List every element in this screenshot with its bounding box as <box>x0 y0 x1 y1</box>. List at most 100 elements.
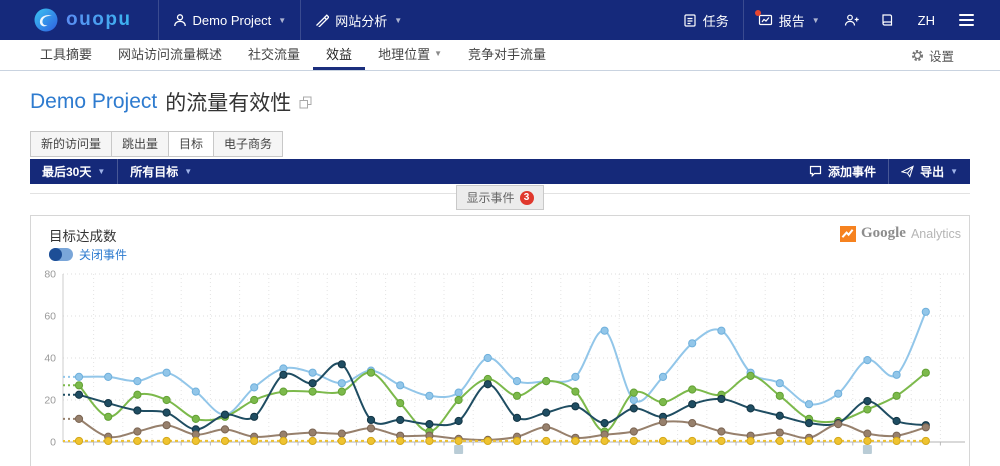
metric-chip[interactable]: 跳出量 <box>111 131 169 157</box>
chart-title: 目标达成数 <box>49 225 117 245</box>
report-tabbar: 工具摘要网站访问流量概述社交流量效益地理位置▼竞争对手流量 设置 <box>0 40 1000 71</box>
add-event-button[interactable]: 添加事件 <box>797 159 888 184</box>
tab-item[interactable]: 工具摘要 <box>27 40 105 70</box>
brand-logo[interactable]: ouopu <box>33 0 158 40</box>
events-row: 显示事件 3 <box>30 184 970 214</box>
brand-wordmark: ouopu <box>66 9 132 31</box>
gear-icon <box>911 49 924 62</box>
x-axis-label: 3月8. <box>328 462 356 466</box>
chevron-down-icon: ▼ <box>950 167 958 176</box>
notification-dot <box>755 10 761 16</box>
tab-item[interactable]: 效益 <box>313 40 365 70</box>
language-switcher[interactable]: ZH <box>904 0 949 40</box>
svg-text:40: 40 <box>44 353 56 365</box>
x-axis-label: 3月15. <box>529 462 561 466</box>
svg-text:80: 80 <box>44 269 56 281</box>
x-axis-label: 3月2. <box>153 462 181 466</box>
reports-label: 报告 <box>779 11 805 30</box>
x-axis-label: 3月21. <box>704 462 736 466</box>
x-axis-label: 3月13. <box>470 462 502 466</box>
project-name-link[interactable]: Demo Project <box>30 90 157 114</box>
main-menu-button[interactable] <box>949 0 984 40</box>
x-axis-label: 3月19. <box>645 462 677 466</box>
settings-label: 设置 <box>929 46 954 65</box>
invite-user-button[interactable] <box>834 0 870 40</box>
x-axis-label: 3月3. <box>182 462 210 466</box>
tab-item[interactable]: 竞争对手流量 <box>455 40 559 70</box>
help-button[interactable] <box>870 0 904 40</box>
export-plane-icon <box>901 165 914 178</box>
user-icon <box>173 13 187 27</box>
site-analysis-label: 网站分析 <box>335 11 387 30</box>
language-label: ZH <box>918 13 935 28</box>
copy-icon[interactable] <box>299 96 312 109</box>
events-toggle[interactable] <box>49 248 73 261</box>
date-range-dropdown[interactable]: 最后30天 ▼ <box>30 159 117 184</box>
goal-filter-dropdown[interactable]: 所有目标 ▼ <box>118 159 204 184</box>
report-tabs: 工具摘要网站访问流量概述社交流量效益地理位置▼竞争对手流量 <box>27 40 559 70</box>
page-title-suffix: 的流量有效性 <box>165 87 291 117</box>
x-axis-label: 3月27. <box>879 462 911 466</box>
date-range-label: 最后30天 <box>42 163 91 180</box>
tab-item[interactable]: 网站访问流量概述 <box>105 40 235 70</box>
tab-item[interactable]: 社交流量 <box>235 40 313 70</box>
goal-filter-label: 所有目标 <box>130 163 178 180</box>
tasks-button[interactable]: 任务 <box>669 0 743 40</box>
hamburger-icon <box>959 14 974 26</box>
x-axis-label: 3月10. <box>383 462 415 466</box>
x-axis-label: 3月28. <box>908 462 940 466</box>
events-toggle-label[interactable]: 关闭事件 <box>79 246 127 263</box>
google-wordmark: Google <box>861 225 906 242</box>
metric-chips: 新的访问量跳出量目标电子商务 <box>30 131 970 157</box>
chevron-down-icon: ▼ <box>184 167 192 176</box>
add-event-label: 添加事件 <box>828 163 876 180</box>
export-label: 导出 <box>920 163 944 180</box>
x-axis-label: 3月18. <box>616 462 648 466</box>
tasks-clipboard-icon <box>683 13 697 27</box>
chevron-down-icon: ▼ <box>434 49 442 58</box>
invite-user-icon <box>844 13 860 27</box>
x-axis-label: 3月7. <box>299 462 327 466</box>
show-events-button[interactable]: 显示事件 3 <box>456 185 543 210</box>
x-axis-label: 2月27. <box>61 462 93 466</box>
x-axis-label: 3月24. <box>791 462 823 466</box>
x-axis-label: 3月9. <box>358 462 386 466</box>
project-menu[interactable]: Demo Project ▼ <box>159 0 301 40</box>
x-axis-label: 3月16. <box>558 462 590 466</box>
show-events-label: 显示事件 <box>466 189 514 206</box>
x-axis-label: 3月25. <box>821 462 853 466</box>
x-axis-label: 3月5. <box>241 462 269 466</box>
site-analysis-menu[interactable]: 网站分析 ▼ <box>301 0 416 40</box>
analysis-pen-icon <box>315 13 329 27</box>
chevron-down-icon: ▼ <box>97 167 105 176</box>
metric-chip[interactable]: 目标 <box>168 131 214 157</box>
chart-area: 020406080 2月27.2月28.3月1.3月2.3月3.3月4.3月5.… <box>31 263 969 466</box>
google-analytics-logo: Google Analytics <box>840 225 961 242</box>
chevron-down-icon: ▼ <box>278 16 286 25</box>
toolbar-spacer <box>204 159 797 184</box>
settings-button[interactable]: 设置 <box>911 40 954 70</box>
metric-chip[interactable]: 新的访问量 <box>30 131 112 157</box>
chevron-down-icon: ▼ <box>812 16 820 25</box>
x-axis-label: 3月6. <box>270 462 298 466</box>
events-count-badge: 3 <box>520 191 534 205</box>
export-dropdown[interactable]: 导出 ▼ <box>889 159 970 184</box>
x-axis-labels: 2月27.2月28.3月1.3月2.3月3.3月4.3月5.3月6.3月7.3月… <box>31 460 969 466</box>
x-axis-label: 3月1. <box>124 462 152 466</box>
filter-toolbar: 最后30天 ▼ 所有目标 ▼ 添加事件 导出 ▼ <box>30 159 970 184</box>
x-axis-label: 3月14. <box>499 462 531 466</box>
x-axis-label: 3月22. <box>733 462 765 466</box>
tasks-label: 任务 <box>703 11 729 30</box>
navbar-spacer <box>416 0 669 40</box>
chevron-down-icon: ▼ <box>394 16 402 25</box>
x-axis-label: 2月28. <box>91 462 123 466</box>
tab-item[interactable]: 地理位置▼ <box>365 40 455 70</box>
x-axis-label: 3月4. <box>212 462 240 466</box>
x-axis-label: 3月12. <box>441 462 473 466</box>
x-axis-label: 3月23. <box>762 462 794 466</box>
reports-menu[interactable]: 报告 ▼ <box>744 0 834 40</box>
metric-chip[interactable]: 电子商务 <box>213 131 283 157</box>
x-axis-label: 3月20. <box>675 462 707 466</box>
svg-text:60: 60 <box>44 311 56 323</box>
chart-card-header: 目标达成数 Google Analytics <box>31 216 969 243</box>
